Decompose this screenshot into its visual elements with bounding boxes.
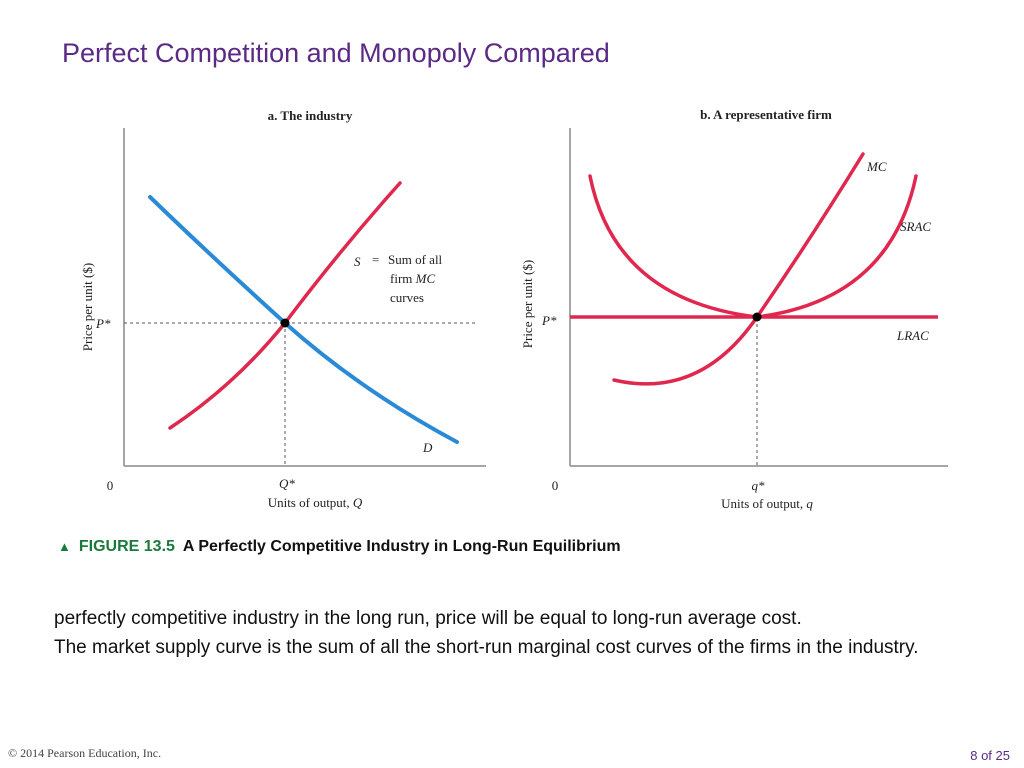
- slide-title: Perfect Competition and Monopoly Compare…: [62, 38, 610, 68]
- figure-title: A Perfectly Competitive Industry in Long…: [182, 538, 621, 555]
- panel-b-x-axis-label: Units of output, q: [721, 496, 813, 511]
- panel-b-y-axis-label: Price per unit ($): [520, 260, 535, 348]
- srac-curve: [588, 174, 918, 319]
- supply-note-line3: curves: [390, 290, 424, 305]
- demand-label: D: [422, 440, 433, 455]
- body-line-2: The market supply curve is the sum of al…: [54, 637, 919, 658]
- panel-a-x-axis-label: Units of output, Q: [268, 495, 363, 510]
- lrac-label: LRAC: [896, 328, 929, 343]
- panel-a-x-axis-var: Q: [353, 495, 363, 510]
- figure-caption: ▲ FIGURE 13.5 A Perfectly Competitive Indu…: [58, 538, 621, 556]
- panel-a-quantity-label: Q*: [279, 476, 295, 491]
- panel-b-price-label: P*: [541, 313, 557, 328]
- mc-label: MC: [866, 159, 887, 174]
- copyright: © 2014 Pearson Education, Inc.: [8, 746, 162, 760]
- body-line-1: perfectly competitive industry in the lo…: [54, 608, 802, 629]
- figure-diagram: a. The industry Price per unit ($) Units…: [80, 107, 948, 511]
- panel-a-equilibrium-point: [280, 318, 290, 328]
- panel-industry: a. The industry Price per unit ($) Units…: [80, 108, 486, 510]
- body-text: perfectly competitive industry in the lo…: [54, 604, 1014, 662]
- triangle-icon: ▲: [58, 539, 71, 554]
- panel-b-equilibrium-point: [752, 312, 762, 322]
- figure-number: FIGURE 13.5: [78, 538, 175, 555]
- panel-b-x-axis-label-text: Units of output,: [721, 496, 806, 511]
- supply-note-line2: firm MC: [390, 271, 435, 286]
- panel-firm: b. A representative firm Price per unit …: [520, 107, 948, 511]
- supply-note-equals: =: [372, 252, 379, 267]
- supply-note-line2-text: firm: [390, 271, 416, 286]
- panel-a-price-label: P*: [95, 316, 111, 331]
- srac-label: SRAC: [900, 219, 931, 234]
- panel-b-title: b. A representative firm: [700, 107, 832, 122]
- panel-b-origin: 0: [552, 478, 559, 493]
- panel-a-x-axis-label-text: Units of output,: [268, 495, 353, 510]
- panel-a-origin: 0: [107, 478, 114, 493]
- panel-b-quantity-label: q*: [752, 478, 766, 493]
- panel-b-x-axis-var: q: [806, 496, 813, 511]
- mc-curve: [612, 152, 865, 386]
- supply-note-line2-var: MC: [415, 271, 436, 286]
- panel-a-y-axis-label: Price per unit ($): [80, 263, 95, 351]
- supply-label: S: [354, 254, 361, 269]
- supply-note-line1: Sum of all: [388, 252, 443, 267]
- demand-curve: [148, 195, 459, 444]
- page-number: 8 of 25: [970, 748, 1010, 763]
- panel-a-title: a. The industry: [268, 108, 353, 123]
